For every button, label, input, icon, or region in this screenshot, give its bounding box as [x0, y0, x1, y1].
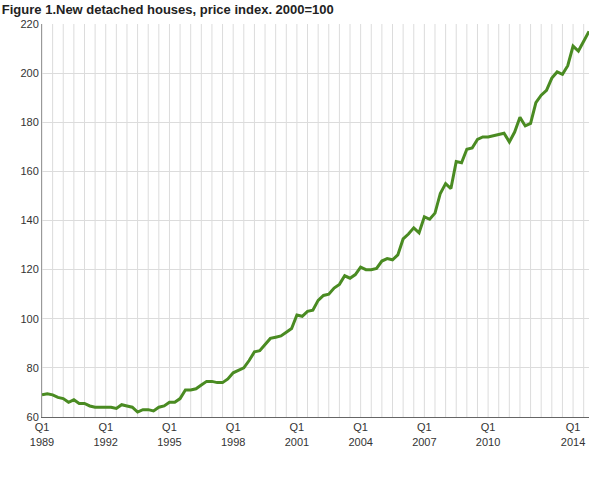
- svg-text:Q11998: Q11998: [221, 421, 245, 447]
- svg-text:200: 200: [20, 67, 38, 79]
- svg-text:Q12001: Q12001: [285, 421, 309, 447]
- svg-text:60: 60: [27, 411, 39, 423]
- svg-text:120: 120: [20, 263, 38, 275]
- svg-text:Q12004: Q12004: [348, 421, 372, 447]
- svg-text:Figure 1.New detached houses,: Figure 1.New detached houses, price inde…: [2, 2, 334, 17]
- svg-text:Q11989: Q11989: [30, 421, 54, 447]
- svg-text:160: 160: [20, 165, 38, 177]
- svg-text:180: 180: [20, 116, 38, 128]
- svg-text:Q12007: Q12007: [412, 421, 436, 447]
- svg-text:140: 140: [20, 214, 38, 226]
- svg-text:100: 100: [20, 313, 38, 325]
- svg-text:Source: Statistics Norway.: Source: Statistics Norway.: [6, 488, 134, 489]
- svg-text:Q12014: Q12014: [561, 421, 585, 447]
- svg-text:220: 220: [20, 18, 38, 30]
- svg-text:Q11992: Q11992: [93, 421, 117, 447]
- svg-text:80: 80: [27, 362, 39, 374]
- svg-text:Q11995: Q11995: [157, 421, 181, 447]
- svg-text:Q12010: Q12010: [476, 421, 500, 447]
